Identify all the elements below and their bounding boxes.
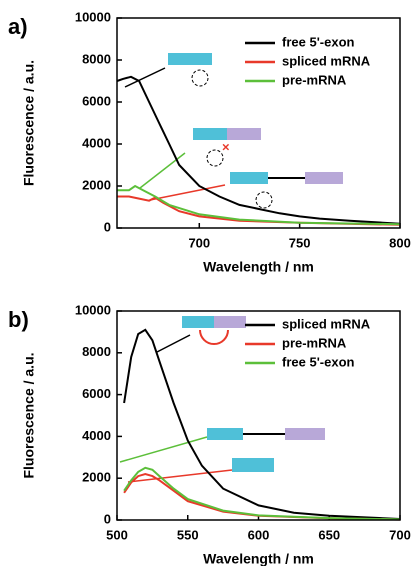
x-tick-label: 700 xyxy=(188,235,210,250)
exon-block xyxy=(207,428,243,440)
x-tick-label: 700 xyxy=(389,527,411,542)
arrow xyxy=(124,67,166,88)
y-tick-label: 8000 xyxy=(82,51,111,66)
y-tick-label: 10000 xyxy=(75,302,111,317)
y-tick-label: 8000 xyxy=(82,344,111,359)
y-tick-label: 4000 xyxy=(82,135,111,150)
x-axis-label: Wavelength / nm xyxy=(203,551,314,566)
arrow xyxy=(119,436,208,463)
x-tick-label: 650 xyxy=(318,527,340,542)
panel-label: a) xyxy=(8,14,28,39)
cartoons: × xyxy=(119,53,343,483)
exon-block xyxy=(232,458,274,472)
exon-block xyxy=(168,53,212,65)
legend-label: spliced mRNA xyxy=(282,53,371,68)
intron-block xyxy=(305,172,343,184)
plot-frame xyxy=(116,310,401,521)
y-tick-label: 10000 xyxy=(75,9,111,24)
y-tick-label: 0 xyxy=(104,511,111,526)
loop xyxy=(191,69,209,87)
exon-block xyxy=(193,128,227,140)
x-tick-label: 500 xyxy=(106,527,128,542)
legend-label: spliced mRNA xyxy=(282,316,371,331)
arrow xyxy=(139,152,186,189)
spectrum-line xyxy=(117,184,401,226)
y-tick-label: 6000 xyxy=(82,386,111,401)
spectrum-line xyxy=(116,75,401,225)
y-tick-label: 2000 xyxy=(82,177,111,192)
x-tick-label: 600 xyxy=(248,527,270,542)
x-axis-label: Wavelength / nm xyxy=(203,259,314,275)
x-tick-label: 750 xyxy=(289,235,311,250)
intron-block xyxy=(227,128,261,140)
plot-frame xyxy=(116,17,401,229)
y-tick-label: 4000 xyxy=(82,428,111,443)
loop xyxy=(206,149,224,167)
legend-label: pre-mRNA xyxy=(282,335,347,350)
exon-block xyxy=(214,316,246,328)
y-tick-label: 6000 xyxy=(82,93,111,108)
y-axis-label: Fluorescence / a.u. xyxy=(21,352,37,478)
y-axis-label: Fluorescence / a.u. xyxy=(21,60,37,186)
x-tick-label: 800 xyxy=(389,235,411,250)
spectrum-line xyxy=(123,328,401,520)
cross: × xyxy=(222,139,230,154)
arrow xyxy=(149,184,226,201)
loop xyxy=(255,191,273,209)
arrow xyxy=(156,334,191,353)
exon-block xyxy=(182,316,214,328)
legend-label: free 5'-exon xyxy=(282,34,355,49)
spectrum-line xyxy=(123,466,401,521)
legend-label: free 5'-exon xyxy=(282,354,355,369)
arrow xyxy=(127,469,233,483)
intron-block xyxy=(285,428,325,440)
exon-block xyxy=(230,172,268,184)
legend-label: pre-mRNA xyxy=(282,72,347,87)
panel-label: b) xyxy=(8,307,29,332)
x-tick-label: 550 xyxy=(177,527,199,542)
y-tick-label: 2000 xyxy=(82,470,111,485)
y-tick-label: 0 xyxy=(104,219,111,234)
loop xyxy=(199,329,229,345)
